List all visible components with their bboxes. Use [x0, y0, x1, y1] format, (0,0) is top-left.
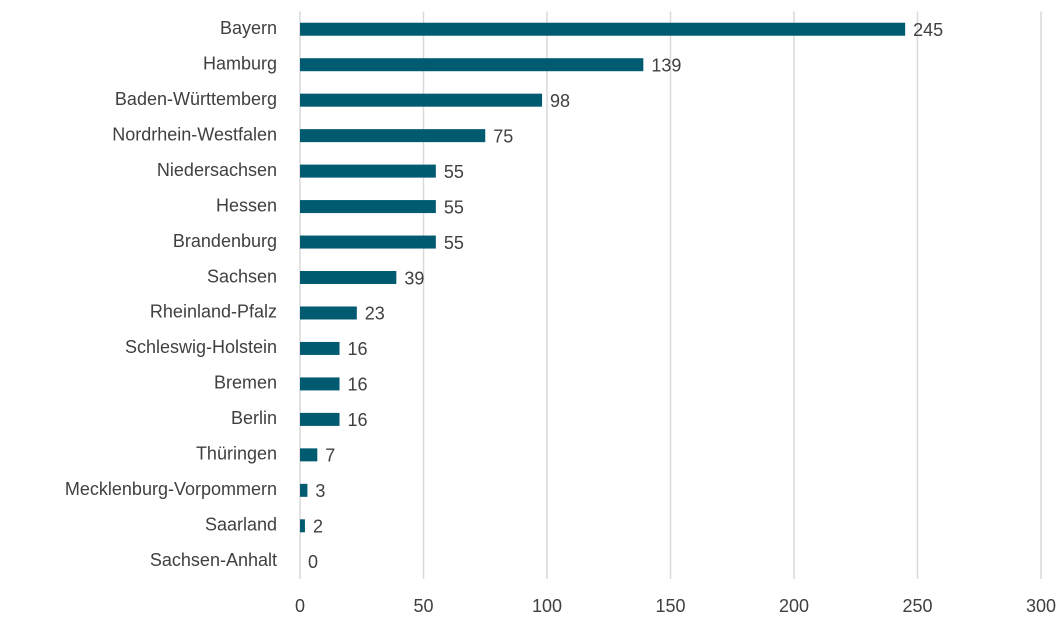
y-tick-label: Niedersachsen — [157, 160, 277, 180]
bar — [300, 164, 436, 178]
bar — [300, 129, 486, 143]
bar — [300, 483, 308, 497]
data-label: 2 — [313, 517, 323, 537]
y-tick-label: Baden-Württemberg — [115, 89, 277, 109]
data-label: 0 — [308, 552, 318, 572]
x-tick-label: 250 — [902, 596, 932, 616]
data-label: 98 — [550, 91, 570, 111]
x-tick-label: 300 — [1026, 596, 1056, 616]
x-tick-label: 200 — [779, 596, 809, 616]
data-label: 16 — [348, 410, 368, 430]
x-tick-label: 0 — [295, 596, 305, 616]
y-tick-label: Sachsen — [207, 266, 277, 286]
data-label: 7 — [325, 446, 335, 466]
data-label: 55 — [444, 197, 464, 217]
data-label: 55 — [444, 233, 464, 253]
bar — [300, 519, 305, 533]
y-tick-label: Hamburg — [203, 53, 277, 73]
data-label: 139 — [651, 55, 681, 75]
data-label: 16 — [348, 339, 368, 359]
bar — [300, 200, 436, 214]
y-tick-label: Rheinland-Pfalz — [150, 302, 277, 322]
data-label: 245 — [913, 20, 943, 40]
bar — [300, 341, 340, 355]
data-label: 75 — [493, 126, 513, 146]
y-tick-label: Berlin — [231, 408, 277, 428]
x-tick-label: 50 — [413, 596, 433, 616]
data-label: 39 — [404, 268, 424, 288]
bar — [300, 22, 906, 36]
y-tick-label: Bremen — [214, 373, 277, 393]
bar — [300, 412, 340, 426]
y-tick-label: Saarland — [205, 515, 277, 535]
y-tick-label: Thüringen — [196, 444, 277, 464]
bar — [300, 93, 543, 107]
bar — [300, 377, 340, 391]
bar — [300, 306, 357, 320]
x-tick-label: 150 — [655, 596, 685, 616]
y-tick-label: Mecklenburg-Vorpommern — [65, 479, 277, 499]
data-label: 55 — [444, 162, 464, 182]
bar — [300, 58, 644, 72]
bar — [300, 235, 436, 249]
y-tick-label: Nordrhein-Westfalen — [112, 124, 277, 144]
bar — [300, 448, 318, 462]
y-tick-label: Bayern — [220, 18, 277, 38]
y-tick-label: Brandenburg — [173, 231, 277, 251]
y-tick-label: Hessen — [216, 195, 277, 215]
data-label: 23 — [365, 304, 385, 324]
bar — [300, 271, 397, 285]
data-label: 3 — [315, 481, 325, 501]
x-tick-label: 100 — [532, 596, 562, 616]
data-label: 16 — [348, 375, 368, 395]
y-tick-label: Sachsen-Anhalt — [150, 550, 277, 570]
y-tick-label: Schleswig-Holstein — [125, 337, 277, 357]
